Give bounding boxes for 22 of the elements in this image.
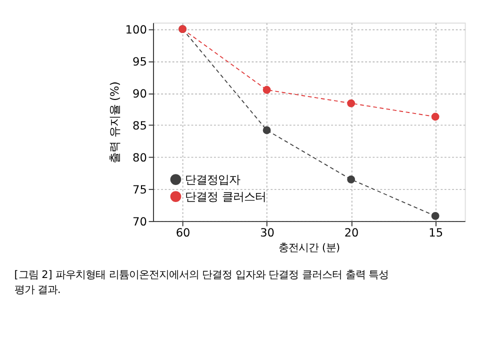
legend-label: 단결정입자 xyxy=(185,172,240,186)
text: [그림 2] 파우치형태 리튬이온전지에서의 단결정 입자와 단결정 클러스터 출력 특성 평가 결과. xyxy=(14,268,389,296)
legend-label: 단결정 클러스터 xyxy=(185,189,266,204)
point xyxy=(262,126,271,134)
x-tick-label: 20 xyxy=(344,226,359,240)
y-tick-label: 85 xyxy=(132,118,147,132)
y-tick-label: 70 xyxy=(132,214,147,228)
y-tick-label: 95 xyxy=(132,54,147,68)
point xyxy=(347,176,356,184)
point xyxy=(431,212,440,220)
x-tick-label: 60 xyxy=(176,226,190,240)
x-axis-title: 충전시간 (분) xyxy=(278,242,340,254)
point xyxy=(347,99,356,108)
y-tick-label: 80 xyxy=(132,150,147,164)
point xyxy=(431,112,440,121)
y-tick-label: 100 xyxy=(125,22,147,36)
y-axis-title: 출력 유지율 (%) xyxy=(108,81,122,164)
point xyxy=(262,86,271,94)
y-tick-label: 90 xyxy=(132,86,147,100)
x-tick-label: 15 xyxy=(428,226,444,240)
y-tick-label: 75 xyxy=(132,182,147,196)
x-tick-label: 30 xyxy=(260,226,274,240)
